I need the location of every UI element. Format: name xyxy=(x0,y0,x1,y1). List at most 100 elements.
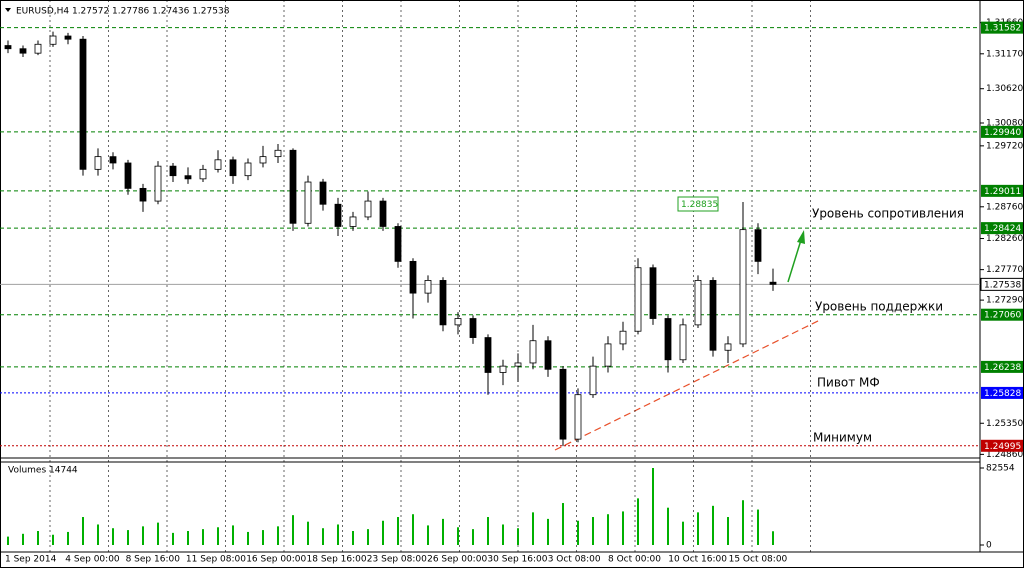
candle-body xyxy=(574,394,582,440)
level-label: 1.24995 xyxy=(984,442,1021,452)
arrow-head xyxy=(797,230,805,244)
candle-body xyxy=(634,267,642,332)
candle-body xyxy=(259,156,267,164)
candle-body xyxy=(454,318,462,326)
y-tick-label: 1.30620 xyxy=(986,84,1023,94)
candle-body xyxy=(94,156,102,170)
candle-body xyxy=(769,281,777,285)
level-label-box xyxy=(981,439,1023,452)
candle-body xyxy=(739,229,747,345)
candle-body xyxy=(724,343,732,351)
price-label: 1.28835 xyxy=(681,200,718,210)
level-label-box xyxy=(981,184,1023,197)
candle-body xyxy=(619,330,627,345)
level-label-box xyxy=(981,308,1023,321)
x-tick-label: 1 Sep 2014 xyxy=(5,555,57,565)
menu-icon xyxy=(5,8,11,12)
candle-body xyxy=(334,203,342,227)
candle-body xyxy=(559,368,567,440)
y-tick-label: 1.27290 xyxy=(986,296,1023,306)
candle-body xyxy=(409,260,417,294)
y-tick-label: 82554 xyxy=(986,464,1015,474)
candle-body xyxy=(64,35,72,40)
level-label: 1.27060 xyxy=(984,311,1021,321)
candle-body xyxy=(184,175,192,180)
candle-body xyxy=(604,343,612,367)
y-tick-label: 1.28760 xyxy=(986,202,1023,212)
level-label-box xyxy=(981,222,1023,235)
level-label-box xyxy=(981,386,1023,399)
candle-body xyxy=(274,149,282,158)
candle-body xyxy=(79,38,87,170)
candle-body xyxy=(19,48,27,54)
candle-body xyxy=(139,187,147,202)
candle-body xyxy=(499,365,507,373)
level-label-box xyxy=(981,21,1023,34)
annotation: Минимум xyxy=(813,431,872,445)
y-tick-label: 1.28260 xyxy=(986,234,1023,244)
x-tick-label: 10 Oct 16:00 xyxy=(668,555,727,565)
candle-body xyxy=(304,181,312,224)
candle-body xyxy=(469,318,477,338)
candle-body xyxy=(394,226,402,262)
x-tick-label: 30 Sep 16:00 xyxy=(487,555,547,565)
price-label-box xyxy=(677,196,719,212)
x-tick-label: 3 Oct 08:00 xyxy=(548,555,601,565)
candle-body xyxy=(664,318,672,361)
candle-body xyxy=(199,168,207,180)
level-label-box xyxy=(981,360,1023,373)
candle-body xyxy=(34,43,42,54)
x-tick-label: 11 Sep 08:00 xyxy=(186,555,246,565)
chart-title: EURUSD,H4 1.27572 1.27786 1.27436 1.2753… xyxy=(16,7,230,17)
candle-body xyxy=(529,340,537,364)
candle-body xyxy=(439,280,447,326)
candle-body xyxy=(49,35,57,45)
level-label: 1.26238 xyxy=(984,363,1021,373)
candle-body xyxy=(289,149,297,224)
level-label: 1.31582 xyxy=(984,24,1021,34)
x-tick-label: 18 Sep 16:00 xyxy=(307,555,367,565)
level-label: 1.29011 xyxy=(984,187,1021,197)
level-label: 1.27538 xyxy=(984,280,1021,290)
x-tick-label: 23 Sep 08:00 xyxy=(367,555,427,565)
y-tick-label: 1.25350 xyxy=(986,419,1023,429)
candle-body xyxy=(424,280,432,294)
candle-body xyxy=(169,165,177,177)
level-label: 1.29940 xyxy=(984,128,1021,138)
level-label: 1.25828 xyxy=(984,389,1021,399)
trend-line xyxy=(554,319,821,451)
x-tick-label: 15 Oct 08:00 xyxy=(729,555,788,565)
y-tick-label: 0 xyxy=(986,541,992,551)
arrow xyxy=(787,239,802,283)
candle-body xyxy=(4,45,12,50)
candle-body xyxy=(244,162,252,177)
y-tick-label: 1.31170 xyxy=(986,49,1023,59)
candle-body xyxy=(694,280,702,326)
x-tick-label: 26 Sep 00:00 xyxy=(427,555,487,565)
candle-body xyxy=(484,337,492,373)
candle-body xyxy=(124,162,132,189)
annotation: Пивот МФ xyxy=(817,376,880,390)
candle-body xyxy=(649,267,657,319)
candle-body xyxy=(709,280,717,351)
candle-body xyxy=(214,159,222,170)
y-tick-label: 1.29720 xyxy=(986,141,1023,151)
volumes-title: Volumes 14744 xyxy=(8,466,78,476)
candle-body xyxy=(319,181,327,205)
y-tick-label: 1.24860 xyxy=(986,450,1023,460)
candle-body xyxy=(514,362,522,367)
x-tick-label: 8 Sep 16:00 xyxy=(126,555,181,565)
x-tick-label: 16 Sep 00:00 xyxy=(246,555,306,565)
candle-body xyxy=(589,365,597,396)
candle-body xyxy=(544,340,552,370)
candle-body xyxy=(154,165,162,202)
candle-body xyxy=(229,159,237,177)
y-tick-label: 1.30080 xyxy=(986,118,1023,128)
candle-body xyxy=(349,216,357,227)
y-tick-label: 1.27770 xyxy=(986,265,1023,275)
candle-body xyxy=(679,324,687,361)
annotation: Уровень поддержки xyxy=(815,300,943,314)
candle-body xyxy=(109,156,117,164)
x-tick-label: 8 Oct 00:00 xyxy=(608,555,661,565)
